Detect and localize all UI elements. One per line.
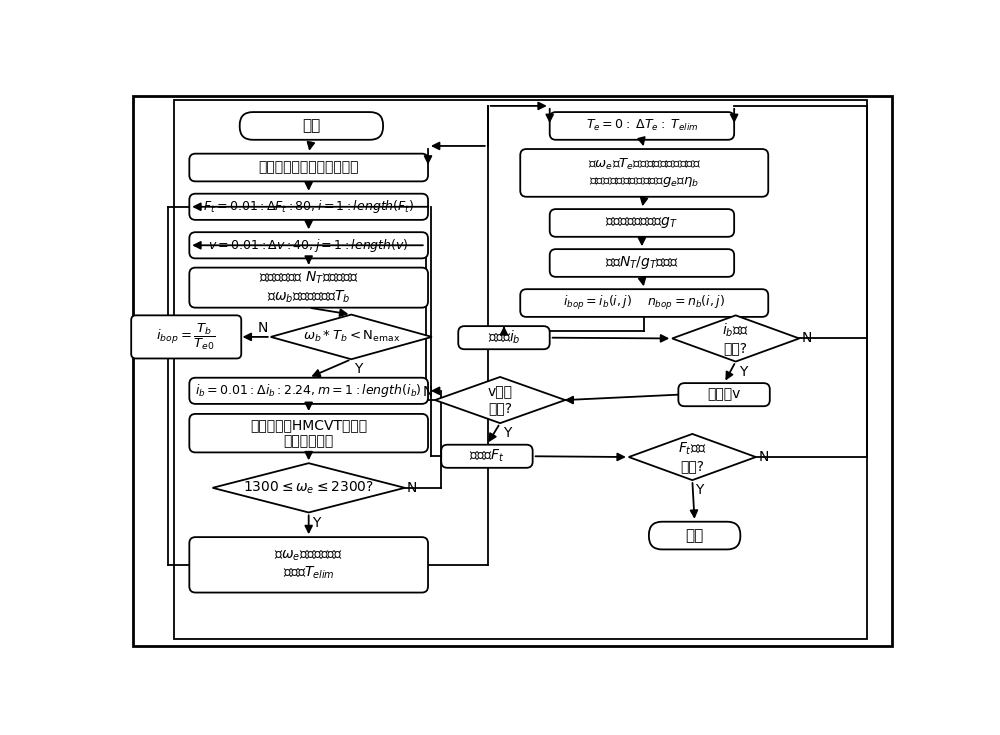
Text: N: N — [802, 331, 812, 345]
Polygon shape — [629, 434, 756, 480]
Text: 由$\omega_e$计算发动机极
限转矩$T_{elim}$: 由$\omega_e$计算发动机极 限转矩$T_{elim}$ — [274, 548, 343, 581]
Text: $i_{bop}=i_b(i,j)$    $n_{bop}=n_b(i,j)$: $i_{bop}=i_b(i,j)$ $n_{bop}=n_b(i,j)$ — [563, 294, 725, 312]
Text: Y: Y — [354, 362, 363, 376]
Polygon shape — [672, 315, 799, 362]
FancyBboxPatch shape — [550, 209, 734, 237]
Text: $i_b$循环
结束?: $i_b$循环 结束? — [722, 322, 749, 355]
Text: $i_{bop}=\dfrac{T_b}{T_{e0}}$: $i_{bop}=\dfrac{T_b}{T_{e0}}$ — [156, 322, 216, 352]
Text: 由$\omega_e$、$T_e$查发动机燃油消耗率模
型和变速器效率模型得到$g_e$、$\eta_b$: 由$\omega_e$、$T_e$查发动机燃油消耗率模 型和变速器效率模型得到$… — [588, 157, 701, 189]
Text: $i_b=0.01:\Delta i_b:2.24,m=1:length(i_b)$: $i_b=0.01:\Delta i_b:2.24,m=1:length(i_b… — [195, 382, 422, 399]
Text: N: N — [758, 450, 769, 464]
Text: $T_e=0:\  \Delta T_e:\  T_{elim}$: $T_e=0:\ \Delta T_e:\ T_{elim}$ — [586, 118, 698, 134]
Text: 开始: 开始 — [302, 118, 321, 134]
FancyBboxPatch shape — [189, 414, 428, 453]
Text: $1300\leq\omega_e\leq2300$?: $1300\leq\omega_e\leq2300$? — [243, 480, 374, 496]
FancyBboxPatch shape — [131, 315, 241, 359]
Text: $\omega_b*T_b<\mathrm{N_{emax}}$: $\omega_b*T_b<\mathrm{N_{emax}}$ — [303, 329, 400, 345]
Text: 结束: 结束 — [686, 528, 704, 543]
Text: $v=0.01:\Delta v:40,j=1:length(v)$: $v=0.01:\Delta v:40,j=1:length(v)$ — [208, 237, 409, 254]
Text: 计算拖拉机比油耗$g_T$: 计算拖拉机比油耗$g_T$ — [605, 215, 679, 231]
FancyBboxPatch shape — [520, 289, 768, 317]
Text: Y: Y — [503, 426, 512, 440]
FancyBboxPatch shape — [441, 445, 533, 467]
Text: Y: Y — [312, 515, 320, 529]
Text: N: N — [407, 481, 417, 495]
Polygon shape — [435, 377, 565, 423]
Text: 由变速比和HMCVT转速计
算发动机转速: 由变速比和HMCVT转速计 算发动机转速 — [250, 418, 367, 448]
Text: 下一个$F_t$: 下一个$F_t$ — [469, 448, 505, 465]
FancyBboxPatch shape — [189, 154, 428, 182]
Text: Y: Y — [695, 483, 704, 497]
Text: N: N — [422, 385, 433, 399]
FancyBboxPatch shape — [678, 383, 770, 406]
FancyBboxPatch shape — [458, 326, 550, 349]
Text: $F_t=0.01:\Delta F_t:80,i=1:length(F_t)$: $F_t=0.01:\Delta F_t:80,i=1:length(F_t)$ — [203, 198, 414, 215]
FancyBboxPatch shape — [189, 232, 428, 259]
Text: 计算牵引功率 $N_T$，变速器转
速$\omega_b$，变速器转矩$T_b$: 计算牵引功率 $N_T$，变速器转 速$\omega_b$，变速器转矩$T_b$ — [259, 270, 359, 305]
FancyBboxPatch shape — [649, 522, 740, 550]
Text: 设置发动机极限转速、转矩: 设置发动机极限转速、转矩 — [258, 160, 359, 174]
FancyBboxPatch shape — [550, 112, 734, 140]
Text: 求出$N_T/g_T$最大値: 求出$N_T/g_T$最大値 — [605, 254, 679, 271]
FancyBboxPatch shape — [189, 537, 428, 592]
FancyBboxPatch shape — [240, 112, 383, 140]
Text: 下一个$i_b$: 下一个$i_b$ — [488, 329, 520, 346]
FancyBboxPatch shape — [550, 249, 734, 277]
FancyBboxPatch shape — [189, 194, 428, 220]
Text: N: N — [257, 320, 268, 334]
Polygon shape — [271, 315, 432, 359]
FancyBboxPatch shape — [520, 149, 768, 197]
FancyBboxPatch shape — [189, 378, 428, 404]
Text: v循环
结束?: v循环 结束? — [488, 385, 513, 415]
Text: $F_t$循环
结束?: $F_t$循环 结束? — [678, 441, 707, 473]
Polygon shape — [213, 463, 405, 512]
Text: 下一个v: 下一个v — [707, 387, 741, 401]
FancyBboxPatch shape — [189, 268, 428, 308]
Text: Y: Y — [739, 365, 747, 379]
